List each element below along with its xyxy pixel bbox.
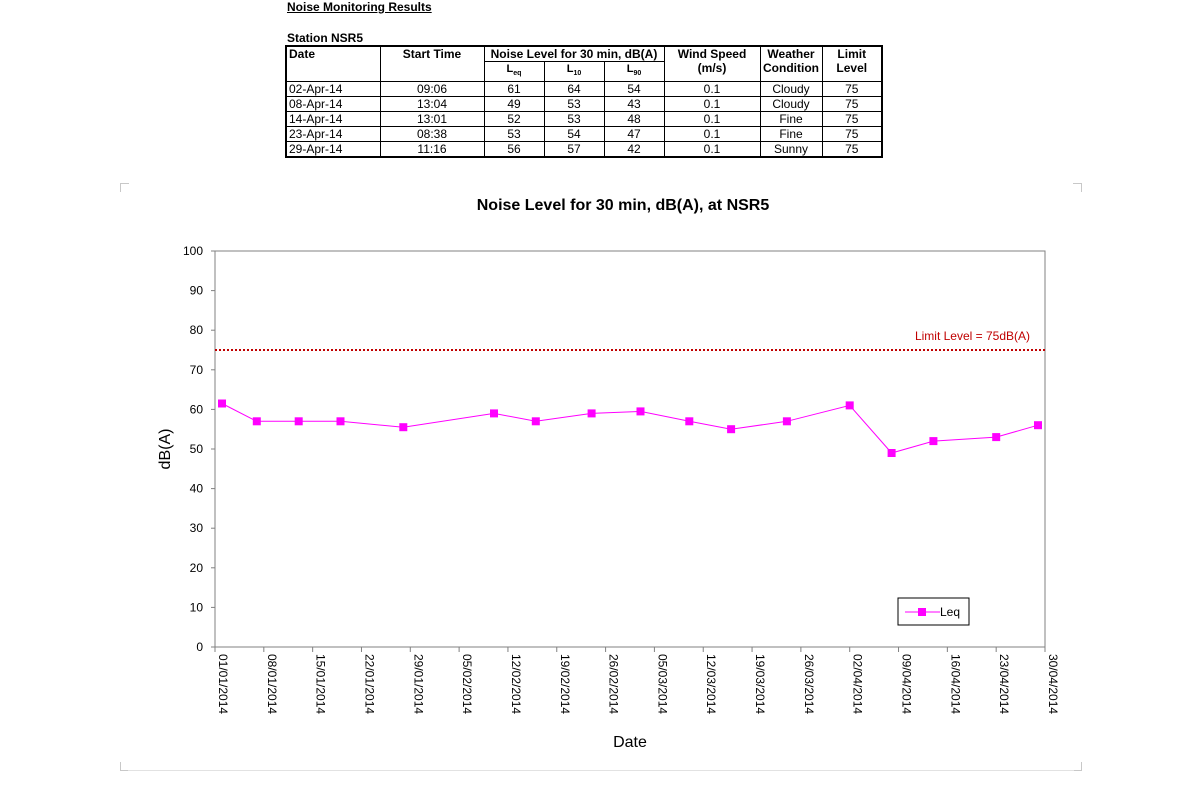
cell-limit: 75 — [821, 126, 883, 143]
x-tick-label: 22/01/2014 — [362, 654, 376, 714]
x-tick-label: 12/02/2014 — [509, 654, 523, 714]
data-point — [336, 417, 345, 426]
x-tick-label: 05/03/2014 — [655, 654, 669, 714]
y-tick-label: 0 — [196, 640, 203, 654]
y-tick-label: 100 — [183, 244, 203, 258]
y-tick-label: 30 — [190, 521, 204, 535]
cell-date: 23-Apr-14 — [285, 126, 381, 143]
header-l90: L90 — [603, 60, 665, 83]
data-point — [887, 449, 896, 457]
legend-marker — [918, 608, 926, 616]
header-wind-speed: Wind Speed (m/s) — [663, 45, 761, 83]
frame-corner — [120, 762, 129, 771]
x-tick-label: 05/02/2014 — [460, 654, 474, 714]
data-point — [727, 425, 736, 434]
x-tick-label: 12/03/2014 — [704, 654, 718, 714]
x-tick-label: 26/02/2014 — [607, 654, 621, 714]
cell-date: 29-Apr-14 — [285, 141, 381, 158]
x-tick-label: 26/03/2014 — [802, 654, 816, 714]
plot-area — [214, 250, 1046, 648]
y-tick-label: 20 — [190, 561, 204, 575]
cell-weather: Sunny — [759, 141, 823, 158]
x-tick-label: 15/01/2014 — [314, 654, 328, 714]
x-axis-label: Date — [613, 734, 647, 751]
x-tick-label: 16/04/2014 — [948, 654, 962, 714]
data-point — [587, 409, 596, 418]
x-tick-label: 19/03/2014 — [753, 654, 767, 714]
series-line — [221, 403, 1039, 454]
x-tick-label: 29/01/2014 — [411, 654, 425, 714]
y-tick-label: 10 — [190, 600, 204, 614]
y-tick-label: 70 — [190, 363, 204, 377]
y-tick-label: 80 — [190, 323, 204, 337]
data-point — [294, 417, 303, 426]
data-point — [636, 407, 645, 416]
cell-weather: Fine — [759, 111, 823, 128]
data-point — [782, 417, 791, 426]
x-tick-label: 23/04/2014 — [997, 654, 1011, 714]
table-row: 08-Apr-14 13:04 49 53 43 0.1 Cloudy 75 — [285, 96, 883, 113]
frame-corner — [1073, 762, 1082, 771]
cell-leq: 56 — [483, 141, 545, 158]
x-tick-label: 02/04/2014 — [851, 654, 865, 714]
header-l10: L10 — [543, 60, 605, 83]
noise-results-table: Date Start Time Noise Level for 30 min, … — [285, 45, 883, 159]
leq-series — [218, 399, 1042, 457]
station-label: Station NSR5 — [287, 31, 364, 45]
data-point — [218, 399, 226, 408]
cell-start-time: 09:06 — [379, 81, 485, 98]
table-row: 14-Apr-14 13:01 52 53 48 0.1 Fine 75 — [285, 111, 883, 128]
legend-label-leq: Leq — [940, 605, 960, 619]
cell-l90: 42 — [603, 141, 665, 158]
x-tick-label: 19/02/2014 — [558, 654, 572, 714]
header-limit-level: Limit Level — [821, 45, 883, 83]
table-row: 29-Apr-14 11:16 56 57 42 0.1 Sunny 75 — [285, 141, 883, 158]
cell-start-time: 13:01 — [379, 111, 485, 128]
limit-level-label: Limit Level = 75dB(A) — [915, 329, 1030, 343]
frame-corner — [1073, 183, 1082, 192]
cell-start-time: 11:16 — [379, 141, 485, 158]
cell-wind-speed: 0.1 — [663, 141, 761, 158]
chart-frame — [120, 183, 1082, 771]
x-tick-label: 08/01/2014 — [265, 654, 279, 714]
x-tick-label: 30/04/2014 — [1046, 654, 1060, 714]
x-tick-label: 01/01/2014 — [216, 654, 230, 714]
chart-title: Noise Level for 30 min, dB(A), at NSR5 — [477, 197, 770, 214]
y-tick-label: 50 — [190, 442, 204, 456]
cell-limit: 75 — [821, 111, 883, 128]
data-point — [845, 401, 854, 410]
frame-bottom-border — [128, 770, 1074, 771]
cell-l10: 54 — [543, 126, 605, 143]
cell-start-time: 08:38 — [379, 126, 485, 143]
y-tick-label: 40 — [190, 482, 204, 496]
y-axis: 0 10 20 30 40 50 60 70 80 90 100 — [183, 244, 215, 654]
cell-l10: 57 — [543, 141, 605, 158]
y-axis-label: dB(A) — [157, 429, 174, 470]
y-tick-label: 90 — [190, 284, 204, 298]
x-axis: 01/01/2014 08/01/2014 15/01/2014 22/01/2014… — [214, 647, 1060, 714]
data-point — [992, 433, 1001, 442]
x-tick-label: 09/04/2014 — [900, 654, 914, 714]
cell-leq: 53 — [483, 126, 545, 143]
data-point — [490, 409, 498, 418]
data-point — [1034, 421, 1042, 430]
table-row: 23-Apr-14 08:38 53 54 47 0.1 Fine 75 — [285, 126, 883, 143]
cell-limit: 75 — [821, 141, 883, 158]
y-tick-label: 60 — [190, 402, 204, 416]
report-title: Noise Monitoring Results — [287, 0, 432, 14]
header-weather-condition: Weather Condition — [759, 45, 823, 83]
data-point — [399, 423, 408, 432]
cell-wind-speed: 0.1 — [663, 126, 761, 143]
legend: Leq — [897, 597, 970, 626]
data-point — [531, 417, 540, 426]
frame-corner — [120, 183, 129, 192]
cell-limit: 75 — [821, 96, 883, 113]
data-point — [252, 417, 261, 426]
data-point — [685, 417, 694, 426]
data-point — [929, 437, 938, 446]
